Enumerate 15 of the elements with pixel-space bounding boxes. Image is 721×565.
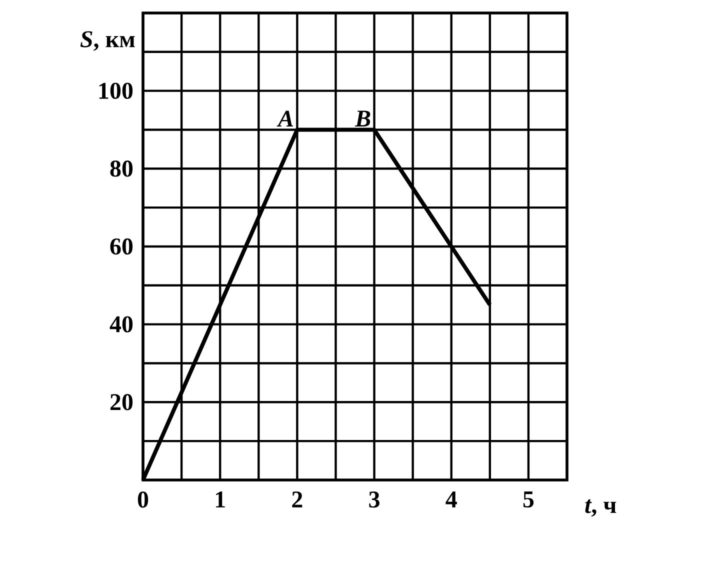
x-tick-label: 4 [446,492,457,508]
y-tick-label: 80 [110,160,133,177]
x-tick-label: 3 [369,492,380,508]
annotation: A [276,110,293,127]
annotation: B [354,110,370,127]
x-tick-label: 1 [216,492,225,508]
y-tick-label: 100 [99,82,133,99]
x-tick-label: 0 [138,492,148,508]
x-tick-label: 2 [292,492,302,508]
x-axis-title: t, ч [585,499,616,517]
x-tick-label: 5 [523,492,534,508]
y-tick-label: 20 [110,394,133,410]
y-axis-title: S, км [80,31,135,51]
y-tick-label: 40 [110,316,133,332]
y-tick-label: 60 [110,238,133,255]
